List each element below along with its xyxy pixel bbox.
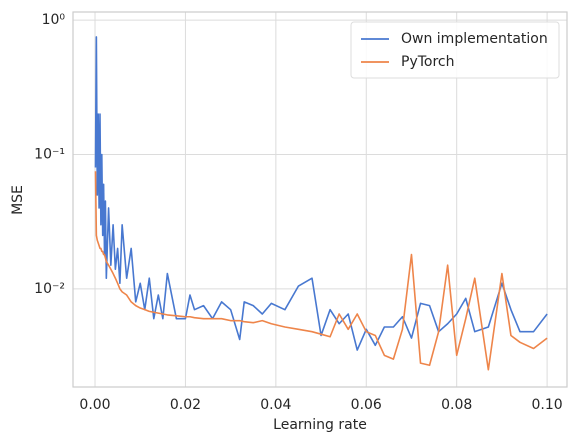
legend: Own implementation PyTorch <box>350 21 560 79</box>
y-axis-label: MSE <box>10 185 26 215</box>
y-tick-label: 10⁰ <box>42 12 66 28</box>
x-tick-label: 0.08 <box>441 397 472 413</box>
x-tick-label: 0.10 <box>532 397 563 413</box>
legend-box <box>350 21 560 79</box>
y-tick-label: 10⁻¹ <box>34 147 65 163</box>
series-line <box>94 171 548 371</box>
x-tick-label: 0.00 <box>79 397 110 413</box>
series-line <box>94 36 548 351</box>
plot-frame <box>72 11 568 388</box>
legend-label: Own implementation <box>401 31 548 47</box>
y-tick-label: 10⁻² <box>34 281 65 297</box>
legend-label: PyTorch <box>401 54 454 70</box>
x-tick-label: 0.02 <box>170 397 201 413</box>
x-tick-label: 0.04 <box>260 397 291 413</box>
x-axis-label: Learning rate <box>273 417 367 433</box>
x-tick-label: 0.06 <box>351 397 382 413</box>
